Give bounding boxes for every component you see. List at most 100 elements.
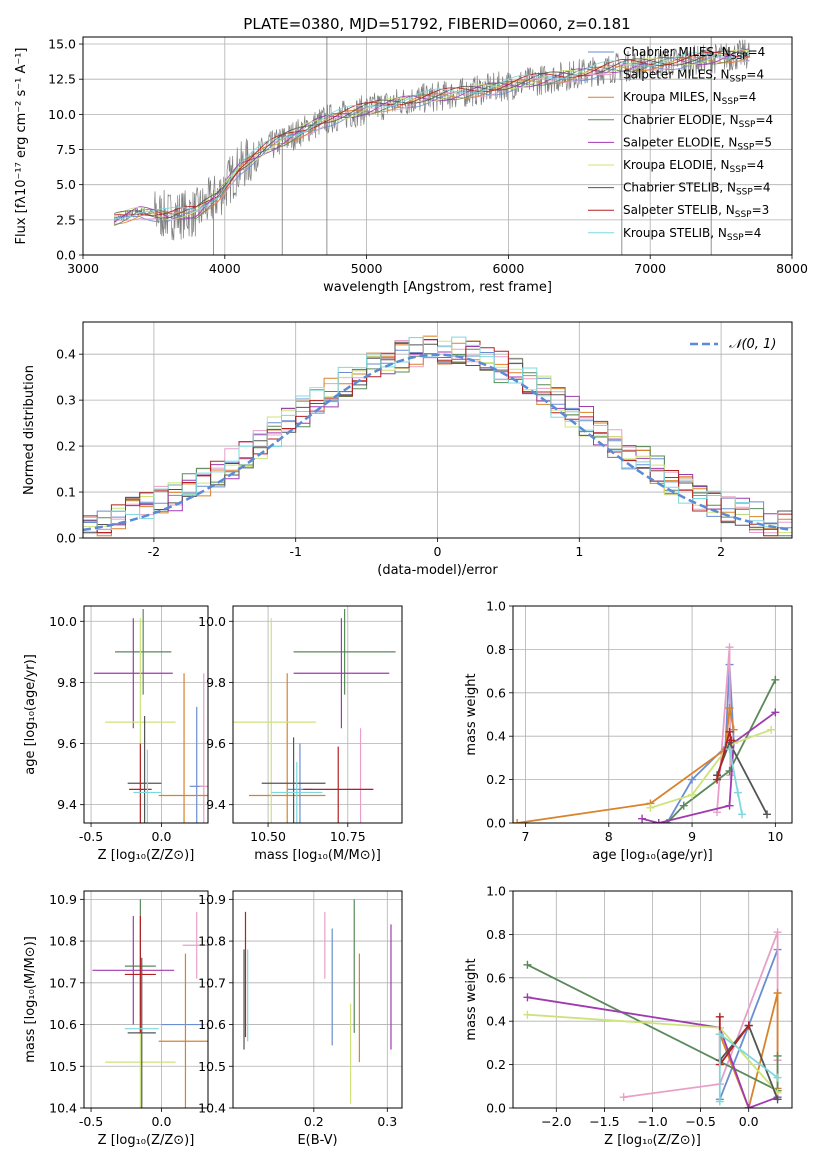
- age_vs_mass-axes: 10.50 10.75 9.4 9.6 9.8 10.0 mass [log₁₀(M/M⊙)…: [198, 605, 403, 863]
- age_vs_mass-ytick-label: 9.6: [206, 736, 226, 751]
- mw_vs_age-ytick-label: 0.2: [486, 772, 506, 787]
- mass-weight-marker: [725, 643, 734, 652]
- spectrum-xtick-label: 5000: [351, 261, 383, 276]
- age_vs_Z-axes: -0.5 0.0 9.4 9.6 9.8 10.0 Z [log₁₀(Z/Z⊙)] age […: [23, 605, 209, 863]
- mass-weight-marker: [679, 801, 688, 810]
- spectrum-xtick-label: 7000: [634, 261, 666, 276]
- spectrum-xtick-label: 4000: [209, 261, 241, 276]
- residuals-ylabel: Normed distribution: [22, 365, 37, 495]
- legend-label-sub: SSP: [739, 120, 756, 130]
- mass-weight-marker: [638, 814, 647, 823]
- residuals-xtick-label: -2: [148, 544, 160, 559]
- mass-weight-line: [517, 707, 735, 823]
- mass-weight-marker: [654, 819, 663, 823]
- mw_vs_Z-plot: [523, 928, 782, 1108]
- mass_vs_Z-ytick-label: 10.4: [49, 1101, 77, 1116]
- mass-weight-marker: [513, 819, 522, 823]
- mass-weight-line: [527, 996, 778, 1108]
- spectrum-ytick-label: 15.0: [48, 37, 76, 52]
- mass_vs_Z-plot: [92, 899, 208, 1108]
- residual-hist: [83, 336, 792, 531]
- legend-label-tail: =4: [755, 113, 773, 127]
- age_vs_Z-ytick-label: 9.8: [57, 675, 77, 690]
- mass-weight-marker: [688, 775, 697, 784]
- mass-weight-marker: [523, 960, 532, 969]
- mass-weight-marker: [773, 1095, 782, 1104]
- mass_vs_EBV-plot: [243, 899, 392, 1104]
- mw_vs_Z-ylabel: mass weight: [464, 958, 479, 1040]
- mass_vs_Z-ytick-label: 10.8: [49, 934, 77, 949]
- legend-label: Kroupa ELODIE, NSSP=4: [623, 158, 764, 175]
- mass-weight-marker: [767, 725, 776, 734]
- mass_vs_Z-xtick-label: 0.0: [152, 1114, 172, 1129]
- mass_vs_EBV-frame: [232, 890, 403, 1109]
- mass-weight-marker: [713, 775, 722, 784]
- mw_vs_age-xtick-label: 9: [688, 829, 696, 844]
- mw_vs_age-ytick-label: 0.0: [486, 816, 506, 831]
- residuals-axes: -2 -1 0 1 2 0.0 0.1 0.2 0.3 0.4 (data-model)/error…: [22, 321, 793, 578]
- spectrum-ylabel: Flux [fλ10⁻¹⁷ erg cm⁻² s⁻¹ A⁻¹]: [14, 48, 29, 245]
- legend-label: Salpeter STELIB, NSSP=3: [623, 203, 769, 220]
- mw_vs_Z-ytick-label: 0.8: [486, 927, 506, 942]
- mw_vs_Z-xtick-label: 0.0: [739, 1114, 759, 1129]
- mass-weight-marker: [715, 1030, 724, 1039]
- mass_vs_Z-ytick-label: 10.5: [49, 1059, 77, 1074]
- mass-weight-marker: [523, 1010, 532, 1019]
- legend-label-tail: =3: [752, 203, 770, 217]
- mw_vs_age-axes: 7 8 9 10 0.0 0.2 0.4 0.6 0.8 1.0 age [log₁₀(age/yr…: [464, 599, 793, 863]
- mass-weight-marker: [744, 1104, 753, 1108]
- legend-label-main: Salpeter ELODIE, N: [623, 135, 737, 149]
- spectrum-model-line: [114, 50, 750, 219]
- legend-label-tail: =4: [744, 226, 762, 240]
- mass-weight-line: [650, 728, 772, 809]
- mass-weight-marker: [773, 988, 782, 997]
- legend-label-sub: SSP: [735, 210, 752, 220]
- mass_vs_EBV-xtick-label: 0.2: [304, 1114, 324, 1129]
- mass_vs_EBV-ytick-label: 10.6: [198, 1017, 226, 1032]
- mw_vs_Z-xtick-label: −1.5: [589, 1114, 619, 1129]
- mass-weight-marker: [725, 703, 734, 712]
- spectrum-xtick-label: 6000: [492, 261, 524, 276]
- residuals-ytick-label: 0.1: [56, 485, 76, 500]
- mw_vs_age-xtick-label: 10: [767, 829, 783, 844]
- mass-weight-marker: [725, 801, 734, 810]
- residuals-ytick-label: 0.2: [56, 439, 76, 454]
- mass_vs_EBV-axes: 0.2 0.3 10.4 10.5 10.6 10.7 10.8 10.9 E(B-V): [198, 890, 403, 1148]
- residuals-plot: [83, 335, 792, 537]
- legend-label: Chabrier STELIB, NSSP=4: [623, 181, 771, 198]
- mass-weight-marker: [738, 810, 747, 819]
- mass-weight-marker: [715, 1012, 724, 1021]
- mass-weight-marker: [727, 736, 736, 745]
- age_vs_Z-ytick-label: 9.6: [57, 736, 77, 751]
- spectrum-frame: [82, 36, 793, 256]
- legend-label-tail: =4: [753, 181, 771, 195]
- residuals-frame: [82, 321, 793, 539]
- mass-weight-marker: [725, 745, 734, 754]
- legend-label: Salpeter MILES, NSSP=4: [623, 68, 764, 85]
- legend-label: Chabrier MILES, NSSP=4: [623, 45, 765, 62]
- legend-label-main: Chabrier ELODIE, N: [623, 113, 739, 127]
- age_vs_mass-plot: [233, 609, 396, 823]
- mass_vs_Z-axes: -0.5 0.0 10.4 10.5 10.6 10.7 10.8 10.9 Z [log₁₀(…: [23, 890, 209, 1148]
- mw_vs_Z-ytick-label: 0.4: [486, 1014, 506, 1029]
- mass-weight-marker: [773, 928, 782, 937]
- legend-label: Kroupa MILES, NSSP=4: [623, 90, 756, 107]
- mass_vs_Z-ytick-label: 10.9: [49, 892, 77, 907]
- mw_vs_age-ytick-label: 0.8: [486, 642, 506, 657]
- mw_vs_age-frame: [512, 605, 793, 824]
- mw_vs_Z-xtick-label: −1.0: [637, 1114, 667, 1129]
- mass-weight-marker: [773, 1051, 782, 1060]
- legend-label-main: Kroupa STELIB, N: [623, 226, 727, 240]
- mass-weight-marker: [771, 708, 780, 717]
- spectrum-xtick-label: 3000: [67, 261, 99, 276]
- mass-weight-line: [666, 679, 777, 823]
- spectrum-legend: Chabrier MILES, NSSP=4 Salpeter MILES, NS…: [588, 45, 773, 243]
- age_vs_mass-ytick-label: 10.0: [198, 614, 226, 629]
- mass_vs_Z-xlabel: Z [log₁₀(Z/Z⊙)]: [98, 1133, 195, 1148]
- mw_vs_Z-ytick-label: 0.2: [486, 1057, 506, 1072]
- spectrum-xlabel: wavelength [Angstrom, rest frame]: [323, 280, 552, 295]
- age_vs_mass-xlabel: mass [log₁₀(M/M⊙)]: [254, 848, 381, 863]
- mass_vs_EBV-xlabel: E(B-V): [297, 1133, 337, 1148]
- age_vs_mass-xtick-label: 10.75: [330, 829, 366, 844]
- mass-weight-marker: [646, 803, 655, 812]
